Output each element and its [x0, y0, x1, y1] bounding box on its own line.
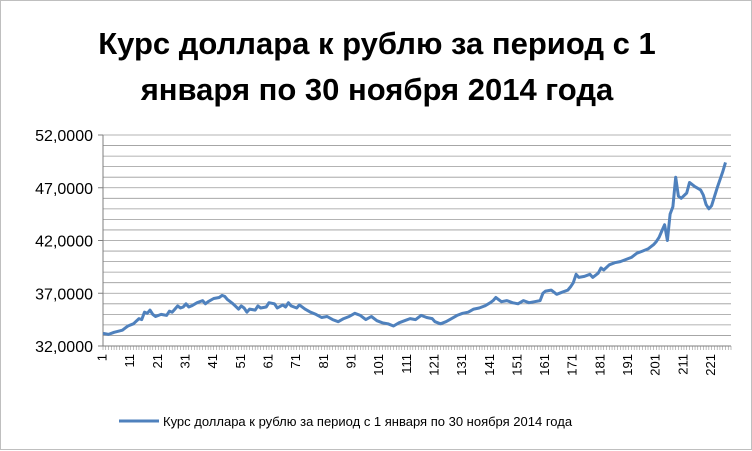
legend-label: Курс доллара к рублю за период с 1 январ…	[163, 414, 573, 429]
y-tick-label: 52,0000	[35, 128, 93, 145]
x-tick-label: 81	[316, 354, 331, 368]
x-axis-ticks: 1 11 21 31 41 51 61 71 81 91 101 111 121 131 141 151 161…	[94, 346, 732, 376]
x-tick-label: 181	[592, 354, 607, 376]
chart-title: Курс доллара к рублю за период с 1 январ…	[1, 21, 752, 113]
x-tick-label: 221	[703, 354, 718, 376]
legend: Курс доллара к рублю за период с 1 январ…	[119, 414, 573, 429]
x-tick-label: 1	[94, 354, 109, 361]
x-tick-label: 131	[454, 354, 469, 376]
x-tick-label: 201	[648, 354, 663, 376]
y-axis-ticks: 52,0000 47,0000 42,0000 37,0000 32,0000	[35, 128, 103, 356]
x-tick-label: 171	[565, 354, 580, 376]
x-tick-label: 21	[150, 354, 165, 368]
x-tick-label: 101	[371, 354, 386, 376]
y-tick-label: 32,0000	[35, 339, 93, 356]
x-tick-label: 191	[620, 354, 635, 376]
y-tick-label: 42,0000	[35, 234, 93, 251]
x-tick-label: 11	[122, 354, 137, 368]
y-tick-label: 37,0000	[35, 286, 93, 303]
x-tick-label: 141	[482, 354, 497, 376]
x-tick-label: 31	[177, 354, 192, 368]
gridlines	[103, 134, 731, 347]
series-line	[102, 161, 727, 336]
x-tick-label: 61	[260, 354, 275, 368]
x-tick-label: 71	[288, 354, 303, 368]
chart-title-line-1: Курс доллара к рублю за период с 1	[98, 26, 656, 61]
x-tick-label: 41	[205, 354, 220, 368]
x-tick-label: 51	[233, 354, 248, 368]
x-tick-label: 121	[426, 354, 441, 376]
y-tick-label: 47,0000	[35, 181, 93, 198]
chart-title-line-2: января по 30 ноября 2014 года	[140, 72, 614, 107]
x-tick-label: 151	[509, 354, 524, 376]
x-tick-label: 161	[537, 354, 552, 376]
x-tick-label: 211	[675, 354, 690, 375]
x-tick-label: 111	[399, 354, 414, 374]
series-layer	[102, 161, 727, 336]
x-tick-label: 91	[343, 354, 358, 368]
